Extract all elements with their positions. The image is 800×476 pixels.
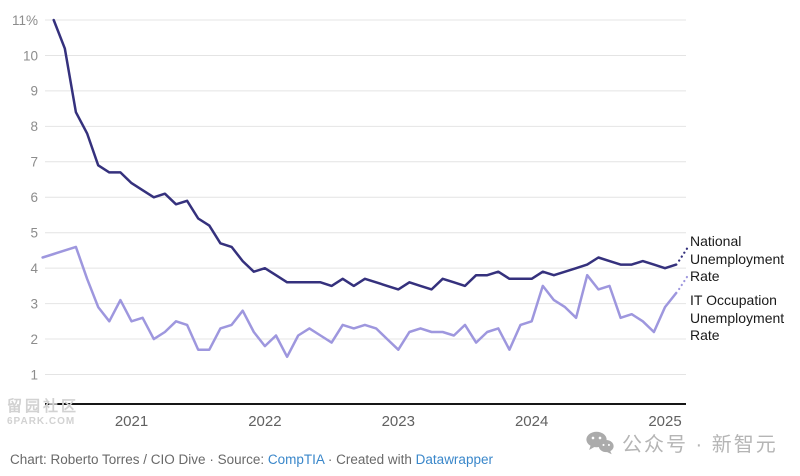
footer-credit: Chart: Roberto Torres / CIO Dive · Sourc… bbox=[10, 452, 493, 467]
y-axis-tick-label: 6 bbox=[30, 190, 38, 205]
y-axis-tick-label: 5 bbox=[30, 226, 38, 241]
x-axis-tick-label: 2023 bbox=[382, 413, 415, 430]
label-connector-it-occupation-unemployment-rate bbox=[678, 275, 689, 291]
series-label-line: National bbox=[690, 233, 742, 249]
y-axis-tick-label: 8 bbox=[30, 119, 38, 134]
series-label-line: Unemployment bbox=[690, 309, 785, 326]
series-line-national-unemployment-rate bbox=[52, 18, 678, 291]
x-axis-tick-label: 2025 bbox=[648, 413, 681, 430]
y-axis-tick-label: 11% bbox=[12, 13, 38, 28]
y-axis-tick-label: 4 bbox=[30, 261, 38, 276]
x-axis-tick-label: 2021 bbox=[115, 413, 148, 430]
series-label-national-unemployment-rate: National Unemployment Rate bbox=[690, 233, 784, 286]
label-connector-national-unemployment-rate bbox=[678, 247, 689, 262]
y-axis-tick-label: 1 bbox=[30, 367, 38, 382]
y-axis-tick-label: 7 bbox=[30, 155, 38, 170]
watermark-wechat-text: 公众号 · 新智元 bbox=[622, 434, 778, 456]
series-label-line: IT Occupation bbox=[690, 292, 777, 308]
x-axis-tick-label: 2022 bbox=[248, 413, 281, 430]
series-label-it-occupation-unemployment-rate: IT Occupation Unemployment Rate bbox=[690, 292, 784, 345]
footer-credit-text: Chart: Roberto Torres / CIO Dive · Sourc… bbox=[10, 452, 268, 467]
watermark-6park-url: 6PARK.COM bbox=[7, 415, 76, 427]
series-label-line: Rate bbox=[690, 268, 720, 284]
y-axis-tick-label: 3 bbox=[30, 296, 38, 311]
series-line-it-occupation-unemployment-rate bbox=[41, 245, 678, 359]
wechat-icon bbox=[586, 431, 614, 454]
series-label-line: Rate bbox=[690, 327, 720, 343]
y-axis-tick-label: 9 bbox=[30, 84, 38, 99]
watermark-6park: 留园社区 6PARK.COM bbox=[7, 398, 80, 427]
watermark-wechat: 公众号 · 新智元 bbox=[586, 428, 778, 457]
y-axis-tick-label: 10 bbox=[23, 48, 38, 63]
x-axis-tick-label: 2024 bbox=[515, 413, 548, 430]
datawrapper-link[interactable]: Datawrapper bbox=[415, 452, 493, 467]
comptia-link[interactable]: CompTIA bbox=[267, 452, 325, 467]
series-label-line: Unemployment bbox=[690, 250, 785, 267]
watermark-6park-chinese: 留园社区 bbox=[7, 398, 80, 415]
y-axis-tick-label: 2 bbox=[30, 332, 38, 347]
footer-credit-text: · Created with bbox=[324, 452, 416, 467]
